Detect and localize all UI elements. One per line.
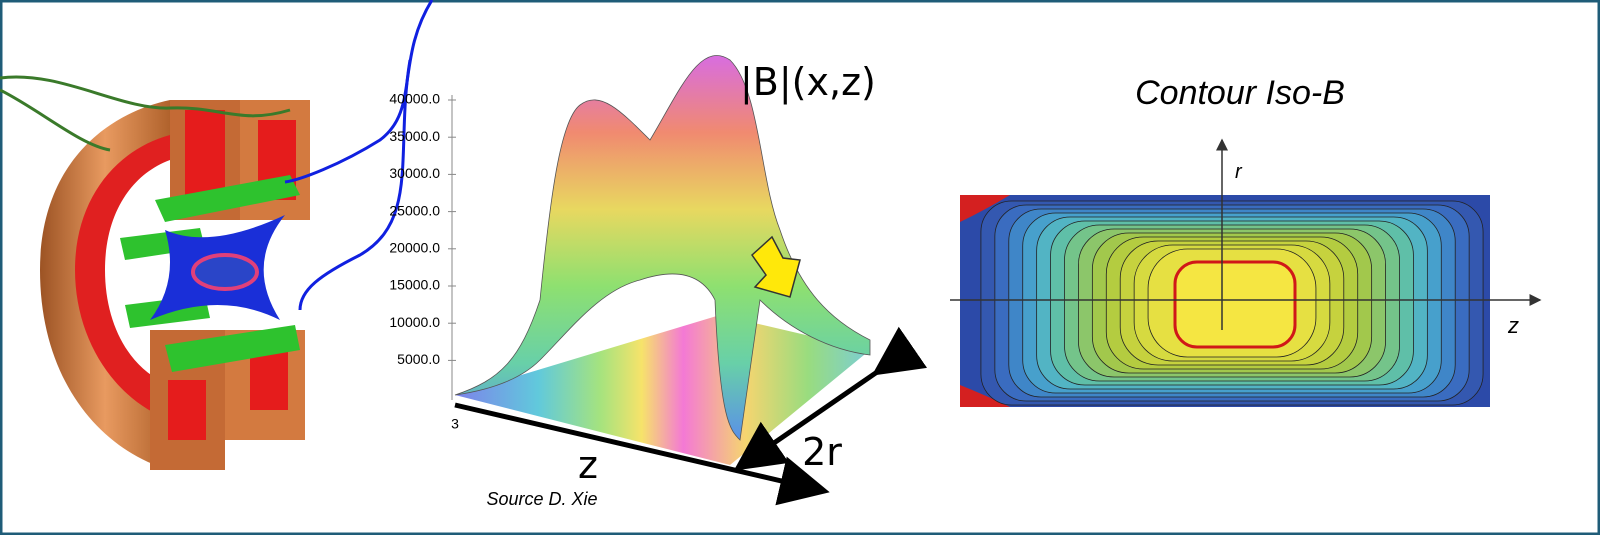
contour-plot: Contour Iso-B r z bbox=[950, 74, 1540, 407]
axis-tick-label: 30000.0 bbox=[389, 165, 440, 181]
width-label: 2r bbox=[802, 430, 842, 474]
axis-tick-label: 20000.0 bbox=[389, 240, 440, 256]
z-axis-label: z bbox=[1507, 313, 1519, 338]
magnet-illustration bbox=[40, 100, 310, 470]
source: Source D. Xie bbox=[486, 489, 597, 509]
surface-plot: 40000.035000.030000.025000.020000.015000… bbox=[389, 55, 880, 509]
axis-tick-label: 10000.0 bbox=[389, 314, 440, 330]
z-label: z bbox=[578, 443, 598, 487]
slide: 40000.035000.030000.025000.020000.015000… bbox=[0, 0, 1600, 535]
axis-tick-label: 5000.0 bbox=[397, 351, 440, 367]
axis-tick-label: 40000.0 bbox=[389, 91, 440, 107]
contour-title: Contour Iso-B bbox=[1135, 74, 1345, 112]
r-axis-label: r bbox=[1235, 161, 1243, 183]
axis-tick-label: 35000.0 bbox=[389, 128, 440, 144]
axis-tick-label: 15000.0 bbox=[389, 277, 440, 293]
axis-tick-label: 25000.0 bbox=[389, 202, 440, 218]
corner-label: 3 bbox=[451, 416, 459, 432]
plot-title: |B|(x,z) bbox=[740, 60, 876, 105]
